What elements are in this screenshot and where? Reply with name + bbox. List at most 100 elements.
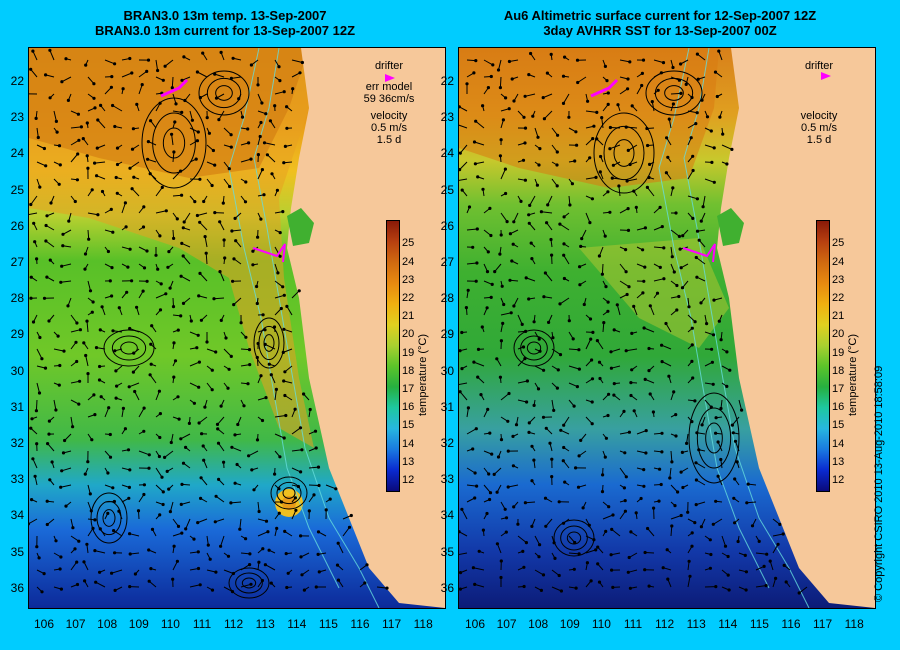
current-arrow-head [33,474,37,478]
latitude-tick: 33 [440,472,454,487]
current-arrow-head [598,376,602,381]
current-arrow-head [661,61,666,65]
current-arrow-head [90,438,94,442]
current-arrow-head [110,294,114,298]
current-arrow-head [512,220,516,224]
current-arrow [661,344,672,350]
current-arrow-head [530,524,534,528]
current-arrow-head [658,467,662,471]
current-arrow-head [90,188,94,192]
current-arrow-head [34,409,38,413]
current-arrow [474,141,485,146]
current-arrow-head [63,438,67,443]
current-arrow [568,552,580,555]
eddy-ring [258,325,280,361]
current-arrow-head [556,133,560,137]
current-arrow [274,294,285,299]
current-arrow-head [465,82,469,86]
current-arrow-head [615,303,619,307]
current-arrow-head [113,124,117,129]
current-arrow [563,254,570,265]
current-arrow [500,393,510,401]
latitude-tick: 29 [10,327,24,342]
current-arrow-head [512,304,516,308]
current-arrow-head [716,440,720,444]
current-arrow-head [608,147,612,151]
current-arrow-head [757,539,761,543]
longitude-tick: 115 [749,617,769,631]
current-arrow-head [265,153,269,157]
current-arrow-head [145,249,149,253]
current-arrow-head [48,258,52,262]
current-arrow-head [111,486,115,490]
current-arrow-head [158,412,162,416]
current-arrow [70,314,78,324]
latitude-tick: 35 [440,544,454,559]
current-arrow-head [705,115,710,119]
current-arrow-head [282,379,286,383]
current-arrow-head [196,521,200,525]
current-arrow-head [176,524,181,528]
current-arrow-head [699,525,703,529]
current-arrow-head [316,530,321,534]
current-arrow-head [592,124,596,128]
current-arrow [70,126,82,129]
current-arrow-head [133,572,137,576]
current-arrow [155,467,163,478]
current-arrow-head [608,210,612,214]
current-arrow-head [481,528,485,532]
current-arrow-head [314,585,318,589]
current-arrow [721,144,733,150]
current-arrow-head [170,86,174,90]
current-arrow [155,293,166,299]
current-arrow-head [475,261,479,265]
current-arrow [755,552,767,555]
current-arrow-head [512,99,516,103]
current-arrow-head [196,130,200,134]
latitude-tick: 30 [440,363,454,378]
current-arrow-head [486,250,490,254]
current-arrow-head [472,140,477,144]
left-title-line2: BRAN3.0 13m current for 13-Sep-2007 12Z [94,23,356,38]
current-arrow-head [575,385,579,389]
current-arrow [459,391,468,401]
current-arrow-head [251,263,255,267]
latitude-tick: 35 [10,544,24,559]
current-arrow-head [128,247,132,251]
current-arrow-head [282,293,286,297]
current-arrow-head [202,458,206,462]
colorbar-tick: 20 [402,328,415,341]
current-arrow-head [579,438,583,442]
current-arrow-head [110,266,114,270]
current-arrow-head [485,306,489,310]
eddy-ring [696,407,732,469]
current-arrow-head [283,370,287,374]
current-arrow-head [147,453,151,457]
current-arrow-head [299,534,303,538]
drifter-legend: drifter [374,60,404,72]
current-arrow-head [282,327,286,331]
eddy-ring [152,112,196,174]
current-arrow-head [630,331,634,335]
current-arrow-head [611,513,615,517]
current-arrow [239,518,242,530]
current-arrow-head [248,552,252,556]
colorbar-tick: 14 [832,437,845,450]
current-arrow-head [98,328,102,332]
current-arrow-head [473,582,477,587]
current-arrow-head [476,347,481,351]
current-arrow [325,484,336,490]
current-arrow-head [294,508,298,512]
current-arrow [529,195,536,206]
latitude-tick: 28 [440,291,454,306]
current-arrow-head [141,225,146,229]
current-arrow-head [201,51,205,55]
current-arrow [534,127,539,138]
current-arrow-head [471,447,475,451]
current-arrow-head [75,582,80,587]
current-arrow-head [647,584,651,588]
current-arrow-head [492,472,496,476]
current-arrow-head [36,135,40,140]
current-arrow-head [229,145,233,149]
current-arrow-head [199,318,203,322]
